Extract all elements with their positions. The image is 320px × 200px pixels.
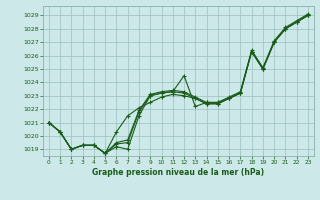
X-axis label: Graphe pression niveau de la mer (hPa): Graphe pression niveau de la mer (hPa): [92, 168, 264, 177]
